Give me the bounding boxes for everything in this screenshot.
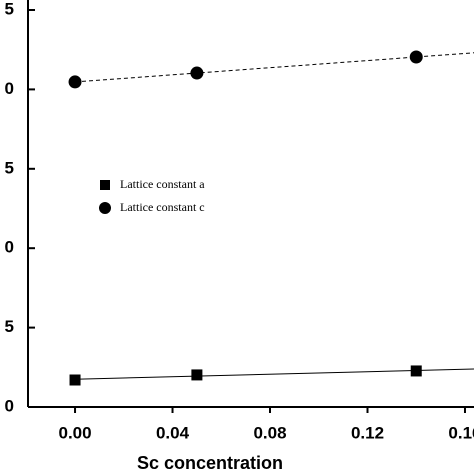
point — [410, 365, 422, 377]
legend-label: Lattice constant c — [120, 200, 205, 214]
y-tick-label: 0 — [5, 79, 14, 98]
x-axis-label: Sc concentration — [137, 453, 283, 473]
x-tick-label: 0.04 — [156, 423, 190, 442]
fit-line — [75, 52, 474, 83]
point — [191, 369, 203, 381]
y-tick-label: 5 — [5, 317, 14, 336]
legend-marker — [99, 202, 111, 214]
point — [69, 374, 81, 386]
y-tick-label: 0 — [5, 238, 14, 257]
point — [190, 66, 204, 80]
x-tick-label: 0.12 — [351, 423, 384, 442]
y-tick-label: 5 — [5, 0, 14, 18]
legend-label: Lattice constant a — [120, 177, 205, 191]
point — [409, 50, 423, 64]
x-tick-label: 0.08 — [253, 423, 286, 442]
x-tick-label: 0.00 — [58, 423, 91, 442]
x-tick-label: 0.16 — [448, 423, 474, 442]
fit-line — [75, 368, 474, 380]
y-tick-label: 0 — [5, 396, 14, 415]
point — [68, 75, 82, 89]
legend-marker — [100, 180, 110, 190]
y-tick-label: 5 — [5, 158, 14, 177]
